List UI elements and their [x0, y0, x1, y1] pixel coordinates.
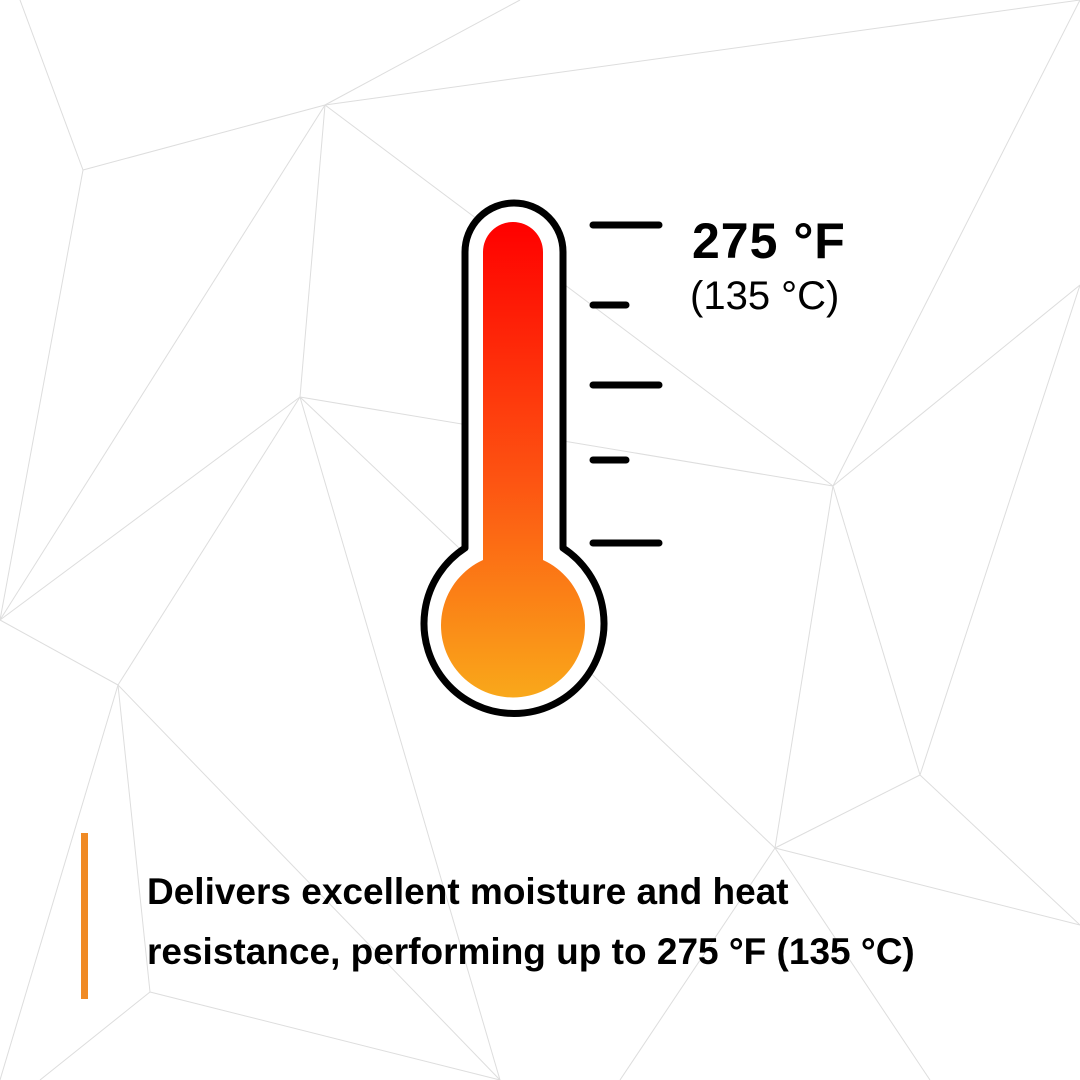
- thermometer-icon: [420, 199, 663, 717]
- scale-ticks: [589, 221, 663, 547]
- accent-bar: [81, 833, 88, 999]
- caption-line: Delivers excellent moisture and heat: [147, 871, 789, 912]
- temperature-celsius: (135 °C): [690, 274, 840, 318]
- temperature-fahrenheit: 275 °F: [692, 213, 846, 269]
- caption-line: resistance, performing up to 275 °F (135…: [147, 931, 915, 972]
- mercury-fill: [441, 222, 585, 698]
- caption: Delivers excellent moisture and heat res…: [147, 862, 1047, 982]
